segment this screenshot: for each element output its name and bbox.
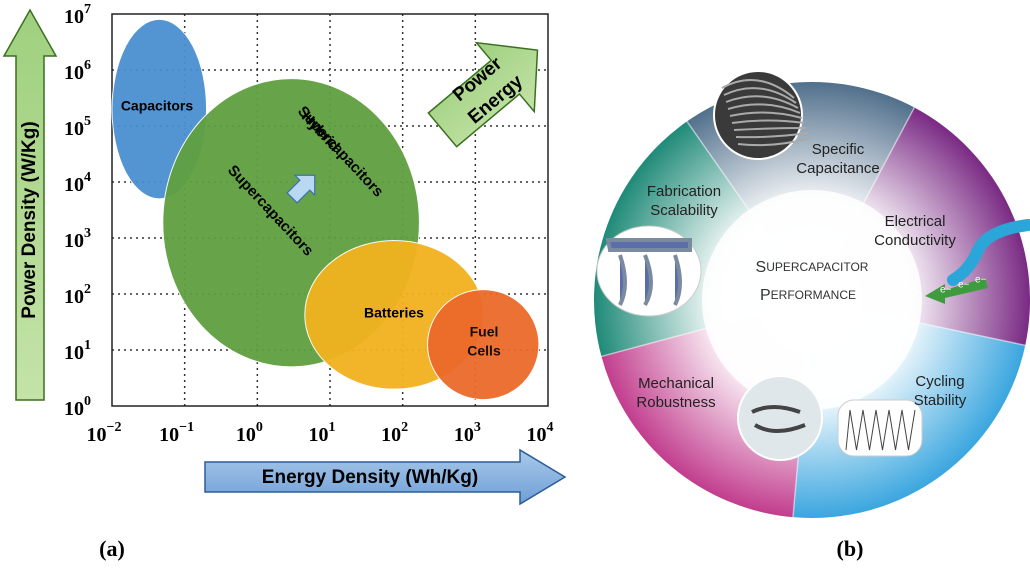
panel-a: 10−2 10−1 100 101 102 103 104 100 101 102 103 104 10… — [2, 2, 567, 506]
caption: (a) — [99, 536, 125, 561]
icon — [737, 375, 823, 461]
region-label: Fuel — [470, 324, 499, 340]
plot-frame — [111, 13, 549, 407]
segment-label: Robustness — [636, 394, 715, 411]
trend-arrow — [427, 41, 539, 148]
icon — [725, 95, 799, 109]
x-tick-label: 104 — [527, 420, 554, 445]
x-tick-label: 102 — [381, 420, 408, 445]
y-tick-label: 100 — [64, 394, 91, 419]
segment-label: Stability — [914, 392, 967, 409]
x-tick-label: 101 — [309, 420, 336, 445]
center-label: PERFORMANCE — [760, 287, 856, 304]
segment-label: Capacitance — [796, 160, 879, 177]
icon — [729, 111, 803, 119]
y-tick-label: 102 — [64, 282, 91, 307]
icon — [737, 137, 811, 147]
y-tick-label: 103 — [64, 226, 91, 251]
x-tick-label: 103 — [454, 420, 481, 445]
segment-label: Fabrication — [647, 183, 721, 200]
segment-label: Conductivity — [874, 232, 956, 249]
caption: (b) — [837, 536, 864, 561]
x-tick-label: 10−2 — [87, 420, 122, 445]
electron-label: e− — [975, 275, 987, 286]
icon — [735, 132, 809, 139]
axis-arrow — [2, 8, 58, 401]
x-tick-label: 10−1 — [159, 420, 194, 445]
x-tick-label: 100 — [236, 420, 263, 445]
electron-label: e− — [940, 285, 952, 296]
x-axis-label: Energy Density (Wh/Kg) — [262, 467, 478, 488]
y-tick-label: 106 — [64, 58, 91, 83]
icon — [751, 405, 806, 433]
y-tick-label: 105 — [64, 114, 91, 139]
region-label: Cells — [467, 343, 501, 359]
icon — [605, 238, 692, 307]
region-label: Capacitors — [121, 98, 194, 114]
center-glow — [702, 190, 922, 410]
y-tick-label: 101 — [64, 338, 91, 363]
icon — [837, 399, 923, 457]
segment-label: Mechanical — [638, 375, 714, 392]
icon — [947, 219, 1030, 286]
icon — [723, 87, 797, 104]
segment-label: Cycling — [915, 373, 964, 390]
segment-label: Specific — [812, 141, 865, 158]
icon — [925, 278, 988, 304]
icon — [721, 79, 795, 99]
icon — [845, 409, 916, 451]
region-label: Batteries — [364, 305, 424, 321]
region — [427, 289, 540, 401]
electron-label: e− — [958, 280, 970, 291]
panel-b: e− e− e− Specific Capacitance Electrical Condu… — [594, 70, 1030, 518]
trend-arrow — [286, 174, 316, 204]
icon — [731, 119, 805, 124]
y-axis-label: Power Density (W/Kg) — [19, 121, 40, 318]
y-tick-label: 107 — [64, 2, 91, 27]
segment-label: Scalability — [650, 202, 718, 219]
axis-arrow — [204, 448, 567, 506]
icon — [733, 127, 807, 131]
icon — [727, 103, 801, 114]
segment-label: Electrical — [885, 213, 946, 230]
center-label: SUPERCAPACITOR — [756, 259, 869, 276]
y-tick-label: 104 — [64, 170, 91, 195]
